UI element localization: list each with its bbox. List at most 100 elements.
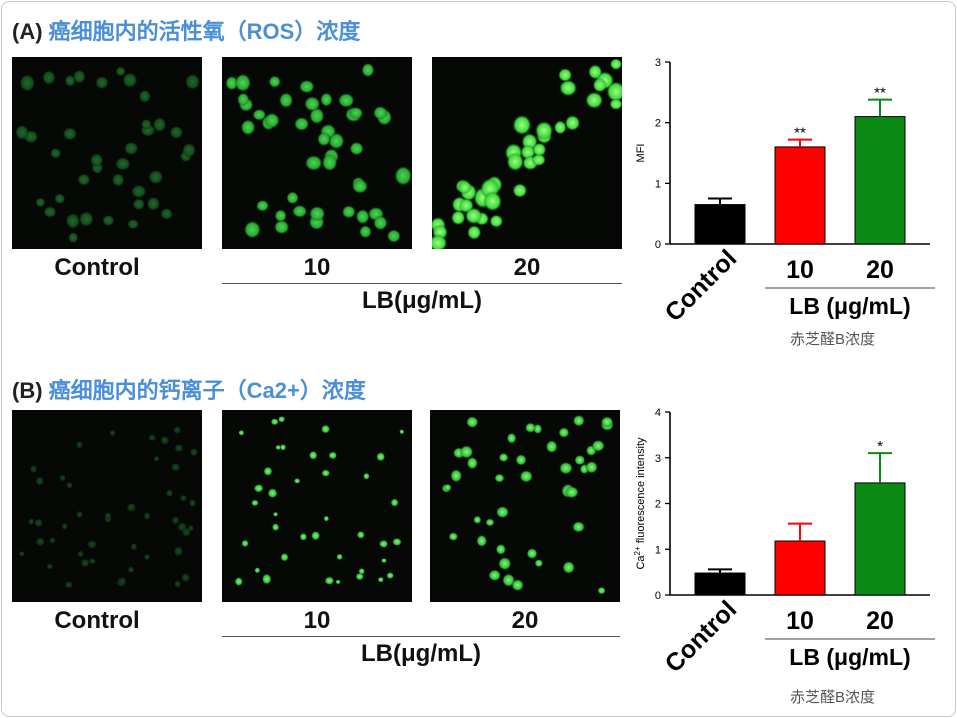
cell-mark (279, 443, 287, 451)
cell-mark (515, 454, 527, 466)
cell-mark (174, 443, 184, 453)
cell-mark (267, 488, 278, 499)
cell-mark (506, 152, 524, 172)
cell-mark (115, 66, 126, 77)
cell-mark (337, 92, 355, 108)
cell-mark (381, 558, 387, 564)
cell-mark (59, 474, 66, 482)
cell-mark (299, 532, 308, 541)
cell-mark (238, 429, 245, 436)
cell-mark (531, 153, 546, 167)
ca-20-label: 20 (511, 607, 539, 634)
cell-mark (75, 440, 84, 449)
cell-mark (321, 469, 331, 477)
cell-mark (123, 141, 139, 156)
cell-mark (459, 445, 474, 459)
significance-marker: * (877, 438, 883, 455)
significance-marker: ** (874, 85, 886, 102)
bar-10 (774, 540, 826, 596)
cell-mark (127, 566, 135, 573)
cell-mark (600, 416, 614, 428)
cell-mark (181, 142, 197, 158)
cell-mark (173, 425, 182, 435)
cell-mark (558, 427, 570, 438)
cell-mark (77, 550, 84, 558)
cell-mark (358, 567, 366, 575)
cell-mark (355, 572, 364, 581)
cell-mark (304, 96, 321, 112)
cell-mark (311, 530, 321, 541)
cell-mark (146, 196, 161, 211)
cell-mark (160, 207, 173, 220)
cell-mark (280, 552, 289, 562)
x-category-label: 20 (866, 607, 894, 635)
cell-mark (15, 124, 29, 141)
ca-fluorescence-chart-svg: 0 1 2 3 4 Ca2+ fluorescence intensity * Control… (633, 407, 935, 678)
cell-mark (49, 537, 56, 544)
cell-mark (377, 576, 384, 583)
y-tick-label: 1 (655, 544, 661, 556)
cell-mark (77, 173, 91, 186)
y-tick-label: 0 (655, 239, 661, 251)
cell-mark (588, 64, 603, 80)
ca-10-label: 10 (303, 607, 331, 634)
x-category-label: 20 (866, 256, 894, 284)
cell-mark (115, 157, 131, 171)
cell-mark (292, 204, 308, 218)
cell-mark (553, 120, 567, 135)
cell-mark (42, 70, 56, 86)
y-tick-label: 4 (655, 407, 661, 419)
cell-mark (572, 521, 585, 533)
cell-mark (46, 563, 54, 570)
cell-mark (274, 219, 290, 235)
cell-mark (28, 518, 35, 525)
cell-mark (317, 131, 331, 147)
cell-mark (189, 447, 199, 457)
cell-mark (173, 580, 182, 588)
section-a-tag: (A) (12, 19, 43, 44)
cell-mark (181, 572, 191, 583)
cell-mark (188, 498, 197, 508)
cell-mark (609, 58, 622, 71)
cell-mark (18, 550, 25, 557)
cell-mark (466, 416, 479, 429)
cell-mark (378, 539, 389, 549)
cell-mark (373, 215, 388, 231)
ros-control-label: Control (54, 254, 140, 281)
cell-mark (356, 530, 365, 539)
cell-mark (559, 79, 578, 97)
cell-mark (376, 452, 386, 462)
cell-mark (65, 482, 74, 489)
cell-mark (498, 452, 509, 463)
y-axis-label: MFI (635, 144, 647, 163)
ca-20-micrograph (430, 410, 620, 602)
x-category-label: 10 (786, 607, 814, 635)
cell-mark (179, 494, 188, 502)
cell-mark (35, 197, 46, 208)
bar-control (694, 572, 746, 596)
cell-mark (78, 211, 94, 227)
cell-mark (252, 108, 267, 121)
cell-mark (512, 183, 528, 198)
cell-mark (132, 198, 145, 211)
cell-mark (390, 498, 399, 507)
cell-mark (126, 502, 137, 513)
y-tick-label: 3 (655, 453, 661, 465)
group-label: LB (μg/mL) (789, 293, 910, 319)
cell-mark (64, 581, 73, 589)
cell-mark (448, 532, 459, 541)
cell-mark (35, 537, 45, 547)
cell-mark (585, 91, 604, 109)
cell-mark (373, 105, 388, 120)
ca-10-micrograph (222, 410, 412, 602)
cell-mark (88, 558, 96, 565)
cell-mark (140, 118, 152, 130)
cell-mark (143, 553, 151, 561)
cell-mark (559, 461, 573, 475)
bar-control (694, 204, 746, 245)
cell-mark (485, 518, 495, 527)
cell-mark (341, 205, 356, 219)
cell-mark (148, 169, 164, 185)
cell-mark (308, 450, 318, 460)
